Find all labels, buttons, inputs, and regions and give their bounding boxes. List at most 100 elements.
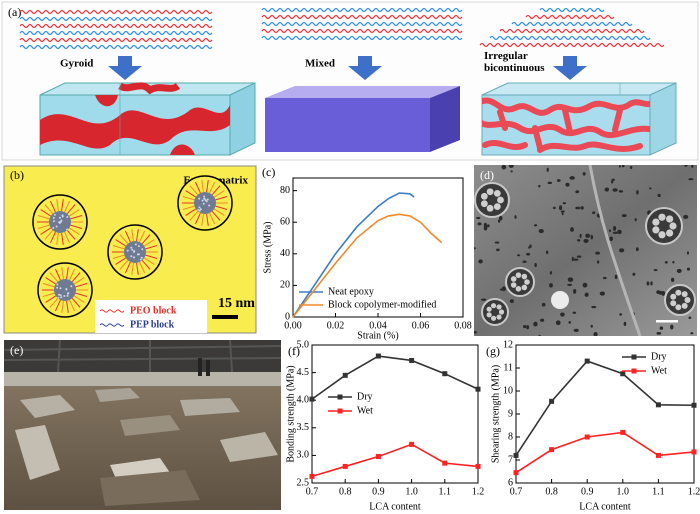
panel-label: (f) bbox=[288, 344, 300, 358]
wave bbox=[19, 9, 213, 15]
micelle-arm bbox=[189, 185, 199, 196]
pit-ball bbox=[670, 300, 677, 307]
x-axis-label: LCA content bbox=[579, 501, 631, 512]
wave bbox=[261, 7, 463, 13]
panel-label: (g) bbox=[486, 344, 500, 358]
legend-label: Wet bbox=[651, 365, 667, 376]
pore bbox=[558, 205, 563, 211]
pore bbox=[650, 281, 653, 286]
pit-ball bbox=[681, 302, 688, 309]
pore bbox=[480, 298, 487, 301]
pit-ball bbox=[666, 215, 674, 223]
x-tick-label: 0.8 bbox=[545, 486, 558, 497]
core-dot bbox=[199, 208, 202, 211]
micelle-arm bbox=[206, 180, 209, 193]
x-tick-label: 1.2 bbox=[472, 486, 485, 497]
micelle-arm bbox=[49, 231, 56, 244]
micelle-arm bbox=[49, 200, 56, 213]
micelle-arm bbox=[139, 230, 146, 243]
core-dot bbox=[70, 285, 73, 288]
arrows bbox=[108, 56, 587, 80]
pore bbox=[555, 320, 561, 326]
point bbox=[475, 463, 481, 469]
caption: Gyroid bbox=[60, 58, 93, 70]
pore bbox=[486, 224, 490, 228]
irregular-box bbox=[481, 82, 677, 156]
core-dot bbox=[126, 249, 129, 252]
core-dot bbox=[130, 255, 133, 258]
micelle-arm bbox=[182, 205, 195, 210]
wave bbox=[479, 42, 665, 48]
micelle-arm bbox=[124, 230, 131, 243]
x-tick-label: 0.9 bbox=[372, 486, 385, 497]
core-dot bbox=[133, 256, 136, 259]
pit-ball bbox=[490, 315, 497, 321]
pore bbox=[579, 233, 582, 239]
pore bbox=[477, 222, 482, 226]
core-dot bbox=[52, 220, 55, 223]
micelle-arm bbox=[136, 229, 139, 242]
wave bbox=[19, 30, 213, 36]
pore bbox=[510, 170, 513, 173]
core-dot bbox=[131, 248, 134, 251]
micelle-arm bbox=[145, 245, 158, 250]
micelle-arm bbox=[131, 229, 134, 242]
core-dot bbox=[208, 204, 211, 207]
pore bbox=[497, 219, 501, 223]
pore bbox=[593, 332, 598, 336]
core-dot bbox=[63, 294, 66, 297]
micelle-arm bbox=[209, 181, 216, 194]
pep-swatch bbox=[99, 323, 125, 327]
pit-ball bbox=[521, 273, 528, 280]
core-dot bbox=[58, 293, 61, 296]
pore bbox=[478, 259, 483, 264]
point bbox=[513, 452, 519, 458]
pore bbox=[585, 233, 591, 238]
pore bbox=[562, 202, 566, 205]
pore bbox=[582, 282, 588, 288]
pit-ball bbox=[486, 188, 494, 196]
pit-ball bbox=[493, 189, 501, 197]
core-dot bbox=[58, 216, 61, 219]
pore bbox=[573, 288, 577, 294]
micelle-arm bbox=[66, 300, 69, 313]
pore bbox=[590, 234, 593, 240]
y-tick-label: 20 bbox=[280, 280, 290, 291]
core-dot bbox=[52, 227, 55, 230]
core-dot bbox=[56, 283, 59, 286]
micelle-arm bbox=[73, 277, 85, 285]
pit-ball bbox=[480, 200, 488, 208]
pit-ball bbox=[493, 203, 501, 211]
micelle-arm bbox=[215, 196, 228, 201]
pore bbox=[496, 248, 500, 252]
point bbox=[691, 402, 697, 408]
y-tick-label: 4.5 bbox=[297, 367, 310, 378]
pore bbox=[501, 286, 506, 292]
micelle-arm bbox=[70, 215, 83, 220]
core-dot bbox=[61, 215, 64, 218]
pore bbox=[583, 238, 589, 244]
plot-frame bbox=[311, 344, 479, 484]
pore bbox=[533, 321, 538, 327]
pore bbox=[546, 167, 549, 172]
point bbox=[584, 434, 590, 440]
pore bbox=[575, 190, 580, 194]
pit-ball bbox=[681, 291, 688, 298]
pore bbox=[591, 305, 597, 309]
series-line bbox=[515, 360, 695, 456]
pore bbox=[612, 188, 618, 192]
legend-marker bbox=[631, 354, 637, 360]
point bbox=[375, 454, 381, 460]
point bbox=[549, 398, 555, 404]
pore bbox=[611, 180, 614, 184]
panel-label: (e) bbox=[10, 343, 23, 357]
pore bbox=[584, 292, 589, 297]
point bbox=[549, 447, 555, 453]
wave bbox=[19, 44, 213, 50]
pore bbox=[567, 283, 573, 286]
pore bbox=[509, 299, 514, 303]
y-tick-label: 2.5 bbox=[297, 477, 310, 488]
micelle-arm bbox=[42, 283, 55, 288]
pore bbox=[688, 178, 694, 181]
pore bbox=[538, 229, 544, 234]
